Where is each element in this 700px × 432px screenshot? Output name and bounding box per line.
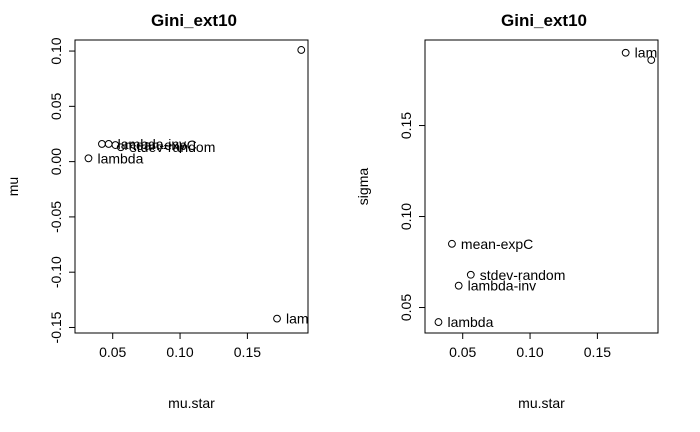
point-label: lam xyxy=(286,311,309,327)
data-point xyxy=(111,141,120,149)
data-point xyxy=(297,46,306,54)
plot-frame xyxy=(74,39,309,334)
point-label: lambda xyxy=(447,314,493,330)
y-tick-label: 0.05 xyxy=(48,93,64,120)
data-point xyxy=(466,270,475,279)
chart-title: Gini_ext10 xyxy=(151,11,237,30)
data-point xyxy=(84,154,93,163)
point-label: lambda xyxy=(97,150,143,166)
data-point xyxy=(621,48,630,57)
x-tick-label: 0.10 xyxy=(516,344,543,360)
y-tick-label: 0.10 xyxy=(398,203,414,230)
chart-title: Gini_ext10 xyxy=(501,11,587,30)
point-label: lambda-inv xyxy=(468,278,536,294)
data-point xyxy=(454,281,463,290)
point-label: stdev-random xyxy=(130,139,216,155)
scatter-panel-1: Gini_ext10 mu.star mu 0.05 0.10 0.15 -0.15 -0.1… xyxy=(5,11,309,411)
x-axis-label: mu.star xyxy=(518,395,565,411)
x-tick-label: 0.05 xyxy=(99,344,126,360)
point-label: lambda-inv xyxy=(118,136,186,152)
y-axis-label: mu xyxy=(5,177,21,196)
x-tick-label: 0.15 xyxy=(234,344,261,360)
y-tick-label: 0.15 xyxy=(398,112,414,139)
scatter-panel-2: Gini_ext10 mu.star sigma 0.05 0.10 0.15 0.05 0.… xyxy=(355,11,659,411)
x-axis-label: mu.star xyxy=(168,395,215,411)
data-point xyxy=(448,239,456,248)
data-point xyxy=(104,140,113,148)
data-point xyxy=(98,140,106,148)
x-tick-label: 0.05 xyxy=(449,344,476,360)
y-tick-label: 0.00 xyxy=(48,148,64,175)
data-point xyxy=(434,318,443,326)
x-tick-label: 0.10 xyxy=(166,344,193,360)
data-point xyxy=(273,314,281,323)
data-point xyxy=(647,56,656,64)
y-tick-label: 0.05 xyxy=(398,294,414,321)
data-point xyxy=(116,143,125,152)
point-label: mean-expC xyxy=(124,137,196,153)
y-tick-label: -0.05 xyxy=(48,201,64,233)
y-axis-label: sigma xyxy=(355,168,371,206)
y-tick-label: -0.15 xyxy=(48,311,64,343)
x-tick-label: 0.15 xyxy=(584,344,611,360)
y-tick-label: 0.10 xyxy=(48,37,64,64)
point-label: mean-expC xyxy=(461,236,533,252)
plot-frame xyxy=(424,39,659,334)
point-label: stdev-random xyxy=(480,267,566,283)
y-tick-label: -0.10 xyxy=(48,256,64,288)
